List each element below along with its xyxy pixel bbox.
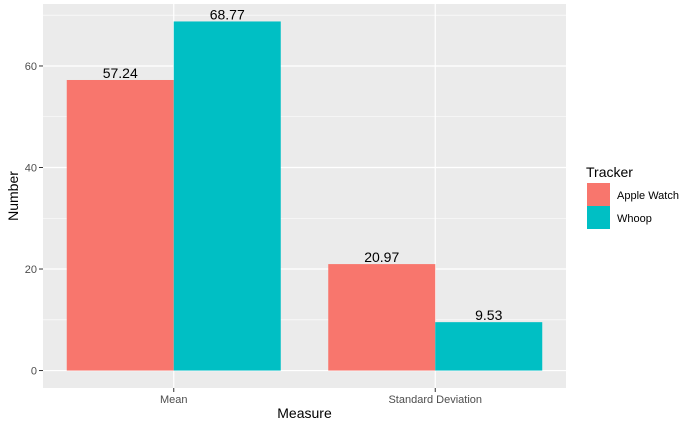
bar [66,79,174,371]
legend-label: Apple Watch [617,190,679,202]
x-tick-label: Standard Deviation [388,394,482,406]
legend-key [587,183,610,206]
bar [435,322,543,371]
data-labels: 57.24 68.77 20.97 9.53 [103,6,503,323]
y-axis-title: Number [5,171,21,221]
x-axis-title: Measure [277,405,332,421]
data-label: 20.97 [364,249,399,265]
y-tick-label: 60 [25,61,37,73]
x-tick-label: Mean [160,394,188,406]
data-label: 57.24 [103,65,138,81]
y-tick-label: 20 [25,264,37,276]
data-label: 9.53 [475,307,502,323]
legend-label: Whoop [617,213,652,225]
y-axis: 0 20 40 60 [25,61,43,378]
data-label: 68.77 [210,6,245,22]
x-axis: Mean Standard Deviation [160,388,482,406]
legend-key [587,206,610,229]
bars [66,21,543,371]
y-tick-label: 0 [31,366,37,378]
legend: Tracker Apple Watch Whoop [586,164,679,229]
bar [173,21,281,371]
bar [328,264,436,371]
y-tick-label: 40 [25,162,37,174]
legend-title: Tracker [586,164,633,180]
